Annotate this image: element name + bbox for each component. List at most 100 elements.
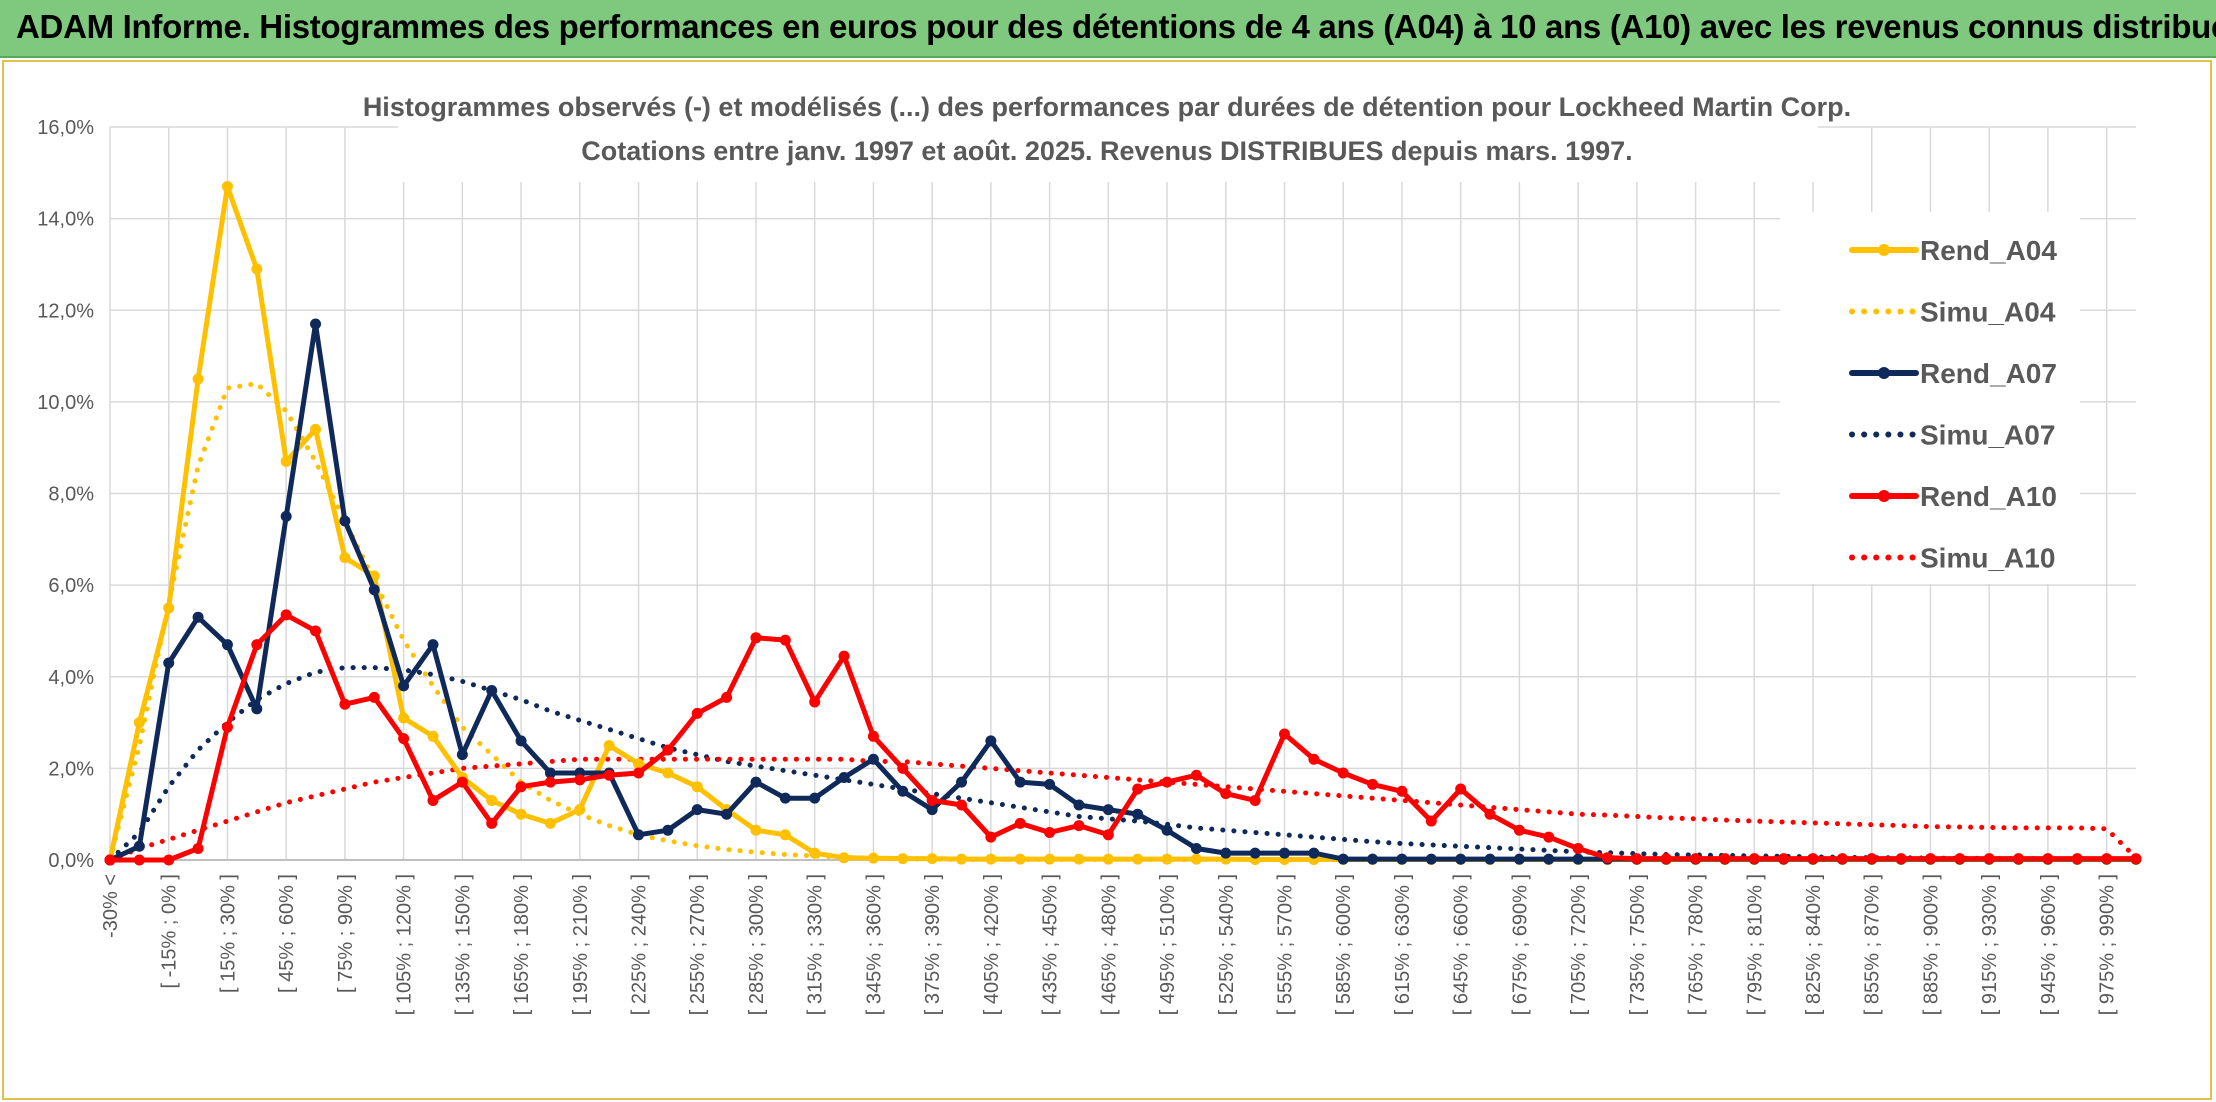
point-Rend_A04: [838, 852, 850, 864]
point-Rend_A04: [133, 717, 145, 729]
report-banner: ADAM Informe. Histogrammes des performan…: [0, 0, 2216, 58]
point-Rend_A04: [192, 373, 204, 385]
x-tick-label: [ 375% ; 390% ]: [922, 874, 944, 1015]
chart-title-box: [398, 86, 1818, 182]
point-Rend_A04: [603, 739, 615, 751]
point-Rend_A04: [486, 794, 498, 806]
x-tick-label: [ 615% ; 630% ]: [1392, 874, 1414, 1015]
point-Rend_A04: [251, 263, 263, 275]
point-Rend_A07: [985, 735, 997, 747]
point-Rend_A07: [779, 792, 791, 804]
x-tick-label: [ 735% ; 750% ]: [1627, 874, 1649, 1015]
point-Rend_A10: [662, 744, 674, 756]
point-Rend_A10: [1513, 824, 1525, 836]
chart-title: Histogrammes observés (-) et modélisés (…: [363, 92, 1851, 122]
point-Rend_A07: [280, 510, 292, 522]
x-tick-label: [ 705% ; 720% ]: [1568, 874, 1590, 1015]
point-Rend_A10: [1543, 831, 1555, 843]
point-Rend_A07: [1073, 799, 1085, 811]
point-Rend_A10: [985, 831, 997, 843]
point-Rend_A07: [1132, 808, 1144, 820]
x-tick-label: [ 585% ; 600% ]: [1333, 874, 1355, 1015]
x-tick-label: [ 255% ; 270% ]: [687, 874, 709, 1015]
point-Rend_A07: [1014, 776, 1026, 788]
point-Rend_A04: [1044, 853, 1056, 865]
point-Rend_A10: [133, 854, 145, 866]
point-Rend_A10: [603, 769, 615, 781]
point-Rend_A04: [956, 853, 968, 865]
point-Rend_A07: [1396, 853, 1408, 865]
point-Rend_A10: [1132, 783, 1144, 795]
x-tick-label: [ 495% ; 510% ]: [1157, 874, 1179, 1015]
point-Rend_A10: [339, 698, 351, 710]
point-Rend_A10: [574, 774, 586, 786]
point-Rend_A10: [1161, 776, 1173, 788]
legend-marker-Rend_A04: [1878, 244, 1890, 256]
point-Rend_A10: [1014, 817, 1026, 829]
point-Rend_A04: [1161, 853, 1173, 865]
point-Rend_A07: [662, 824, 674, 836]
point-Rend_A10: [1102, 829, 1114, 841]
point-Rend_A07: [1308, 847, 1320, 859]
point-Rend_A07: [691, 804, 703, 816]
point-Rend_A10: [1660, 853, 1672, 865]
point-Rend_A04: [1073, 853, 1085, 865]
point-Rend_A10: [956, 799, 968, 811]
point-Rend_A04: [633, 758, 645, 770]
x-tick-label: [ 45% ; 60% ]: [276, 874, 298, 993]
point-Rend_A10: [456, 776, 468, 788]
point-Rend_A10: [368, 691, 380, 703]
point-Rend_A10: [1895, 853, 1907, 865]
legend-label-Simu_A07: Simu_A07: [1920, 420, 2055, 451]
point-Rend_A07: [251, 703, 263, 715]
point-Rend_A10: [1807, 853, 1819, 865]
point-Rend_A04: [398, 712, 410, 724]
legend-label-Rend_A04: Rend_A04: [1920, 235, 2057, 266]
y-tick-label: 0,0%: [48, 850, 94, 872]
point-Rend_A10: [779, 634, 791, 646]
point-Rend_A07: [867, 753, 879, 765]
point-Rend_A10: [1396, 785, 1408, 797]
point-Rend_A10: [398, 733, 410, 745]
point-Rend_A07: [1543, 853, 1555, 865]
x-tick-label: [ 15% ; 30% ]: [217, 874, 239, 993]
point-Rend_A10: [486, 817, 498, 829]
y-tick-label: 16,0%: [37, 117, 94, 139]
x-tick-label: [ 105% ; 120% ]: [394, 874, 416, 1015]
point-Rend_A10: [1249, 794, 1261, 806]
point-Rend_A10: [1190, 769, 1202, 781]
point-Rend_A10: [926, 794, 938, 806]
series-line-Rend_A10: [107, 612, 2139, 863]
point-Rend_A04: [779, 829, 791, 841]
x-tick-label: [ 915% ; 930% ]: [1979, 874, 2001, 1015]
point-Rend_A04: [750, 824, 762, 836]
point-Rend_A10: [1572, 843, 1584, 855]
x-tick-label: [ 345% ; 360% ]: [863, 874, 885, 1015]
y-tick-label: 4,0%: [48, 667, 94, 689]
point-Rend_A10: [1337, 767, 1349, 779]
point-Rend_A07: [1513, 853, 1525, 865]
point-Rend_A04: [926, 853, 938, 865]
point-Rend_A07: [1484, 853, 1496, 865]
point-Rend_A04: [574, 804, 586, 816]
point-Rend_A07: [133, 840, 145, 852]
point-Rend_A10: [809, 696, 821, 708]
x-axis-labels: -30% < [ -15% ; 0% ] [ 15% ; 30% ] [ 45% ; …: [100, 874, 2119, 1015]
point-Rend_A10: [1983, 853, 1995, 865]
y-tick-label: 6,0%: [48, 575, 94, 597]
point-Rend_A10: [2013, 853, 2025, 865]
point-Rend_A10: [633, 767, 645, 779]
point-Rend_A04: [985, 853, 997, 865]
x-tick-label: [ 645% ; 660% ]: [1451, 874, 1473, 1015]
x-tick-label: [ 975% ; 990% ]: [2097, 874, 2119, 1015]
point-Rend_A10: [163, 854, 175, 866]
point-Rend_A10: [427, 794, 439, 806]
point-Rend_A07: [515, 735, 527, 747]
point-Rend_A07: [1455, 853, 1467, 865]
point-Rend_A10: [1924, 853, 1936, 865]
y-tick-label: 2,0%: [48, 758, 94, 780]
point-Rend_A10: [192, 843, 204, 855]
point-Rend_A10: [1044, 827, 1056, 839]
legend-label-Simu_A04: Simu_A04: [1920, 297, 2056, 328]
point-Rend_A04: [691, 781, 703, 793]
